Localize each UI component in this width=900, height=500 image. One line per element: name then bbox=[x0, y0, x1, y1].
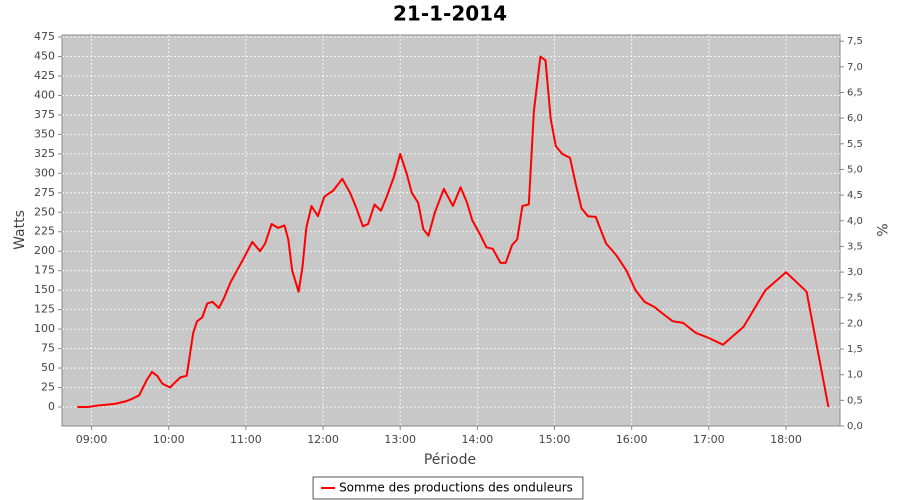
x-tick-label: 17:00 bbox=[693, 433, 725, 446]
y2-tick-label: 7,0 bbox=[847, 62, 863, 73]
y2-tick-label: 2,0 bbox=[847, 318, 863, 329]
y2-tick-label: 1,5 bbox=[847, 344, 863, 355]
plot-area bbox=[61, 34, 841, 427]
y-tick-label: 375 bbox=[34, 108, 55, 121]
x-tick-label: 10:00 bbox=[153, 433, 185, 446]
y2-tick-label: 3,0 bbox=[847, 267, 863, 278]
legend: Somme des productions des onduleurs bbox=[312, 476, 584, 500]
x-tick-label: 12:00 bbox=[307, 433, 339, 446]
y2-tick-label: 6,0 bbox=[847, 113, 863, 124]
y-axis-label: Watts bbox=[12, 210, 28, 250]
x-tick-label: 16:00 bbox=[616, 433, 648, 446]
y2-tick-label: 0,0 bbox=[847, 421, 863, 432]
y2-tick-label: 6,5 bbox=[847, 87, 863, 98]
y-tick-label: 400 bbox=[34, 88, 55, 101]
y-tick-label: 275 bbox=[34, 186, 55, 199]
y2-tick-label: 1,0 bbox=[847, 370, 863, 381]
y-tick-label: 150 bbox=[34, 283, 55, 296]
y-tick-label: 175 bbox=[34, 264, 55, 277]
x-tick-label: 13:00 bbox=[384, 433, 416, 446]
x-tick-label: 18:00 bbox=[770, 433, 802, 446]
x-tick-label: 15:00 bbox=[539, 433, 571, 446]
y-tick-label: 425 bbox=[34, 69, 55, 82]
legend-label: Somme des productions des onduleurs bbox=[339, 481, 573, 495]
y2-tick-label: 2,5 bbox=[847, 293, 863, 304]
legend-box bbox=[312, 476, 584, 500]
y-tick-label: 250 bbox=[34, 205, 55, 218]
y2-tick-label: 5,5 bbox=[847, 139, 863, 150]
y2-tick-label: 5,0 bbox=[847, 164, 863, 175]
y2-tick-label: 4,0 bbox=[847, 216, 863, 227]
y-tick-label: 450 bbox=[34, 49, 55, 62]
y2-tick-label: 7,5 bbox=[847, 36, 863, 47]
chart-title: 21-1-2014 bbox=[393, 2, 507, 26]
y-tick-label: 125 bbox=[34, 303, 55, 316]
y-tick-label: 0 bbox=[48, 400, 55, 413]
y2-axis-label: % bbox=[873, 223, 889, 236]
y-tick-label: 75 bbox=[41, 342, 55, 355]
y2-tick-label: 3,5 bbox=[847, 241, 863, 252]
x-tick-label: 14:00 bbox=[462, 433, 494, 446]
x-tick-label: 09:00 bbox=[76, 433, 108, 446]
y-tick-label: 325 bbox=[34, 147, 55, 160]
y-tick-label: 225 bbox=[34, 225, 55, 238]
data-line bbox=[77, 55, 830, 408]
y-tick-label: 475 bbox=[34, 30, 55, 43]
y-tick-label: 300 bbox=[34, 166, 55, 179]
x-tick-label: 11:00 bbox=[230, 433, 262, 446]
y-tick-label: 50 bbox=[41, 361, 55, 374]
y2-tick-label: 4,5 bbox=[847, 190, 863, 201]
x-axis-label: Période bbox=[424, 452, 476, 468]
y-tick-label: 200 bbox=[34, 244, 55, 257]
y2-tick-label: 0,5 bbox=[847, 395, 863, 406]
y-tick-label: 25 bbox=[41, 381, 55, 394]
y-tick-label: 100 bbox=[34, 322, 55, 335]
y-tick-label: 350 bbox=[34, 127, 55, 140]
